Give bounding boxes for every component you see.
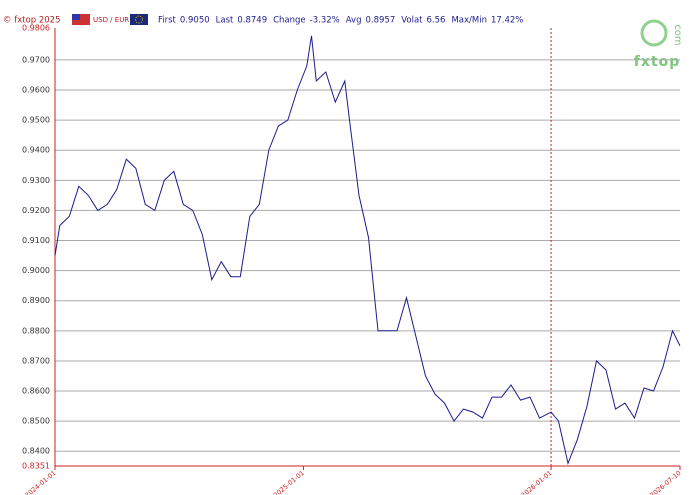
x-tick-label: 2026-07-10 (648, 469, 682, 495)
stat-value: 0.8749 (237, 16, 267, 26)
flag-us (72, 14, 90, 25)
y-tick-label: 0.9000 (22, 266, 50, 275)
stat-label: Volat (401, 16, 423, 26)
stat-value: 6.56 (427, 16, 446, 26)
y-tick-label: 0.9700 (22, 55, 50, 64)
y-tick-label: 0.8600 (22, 387, 50, 396)
stat-label: Last (216, 16, 234, 26)
stats: First 0.9050 Last 0.8749 Change -3.32% Avg 0.89… (158, 16, 523, 26)
stat-value: 0.8957 (365, 16, 395, 26)
logo-suffix: com (672, 24, 683, 45)
price-line (54, 35, 681, 465)
stat-value: -3.32% (310, 16, 340, 26)
x-tick-label: 2025-01-01 (272, 469, 306, 495)
y-tick-label: 0.9200 (22, 206, 50, 215)
copyright: © fxtop 2025 (3, 16, 61, 26)
y-tick-label: 0.8500 (22, 417, 50, 426)
flag-eu-stars (135, 15, 143, 24)
stat-label: First (158, 16, 177, 26)
y-tick-label: 0.9400 (22, 146, 50, 155)
y-tick-label: 0.9806 (22, 24, 50, 33)
x-tick-label: 2026-01-01 (520, 469, 554, 495)
stat-label: Max/Min (451, 16, 487, 26)
stat-label: Avg (346, 16, 362, 26)
currency-pair: USD / EUR (93, 16, 129, 24)
y-tick-label: 0.8800 (22, 326, 50, 335)
x-tick-label: 2024-01-01 (23, 469, 57, 495)
y-tick-label: 0.9300 (22, 176, 50, 185)
y-tick-label: 0.9600 (22, 86, 50, 95)
stat-value: 17.42% (491, 16, 523, 26)
y-tick-label: 0.8351 (22, 462, 50, 471)
logo-face (640, 19, 668, 47)
y-tick-label: 0.9500 (22, 116, 50, 125)
y-tick-label: 0.8400 (22, 447, 50, 456)
stat-label: Change (273, 16, 306, 26)
flag-us-canton (72, 14, 80, 20)
logo: com fxtop (634, 19, 683, 70)
y-tick-label: 0.8900 (22, 296, 50, 305)
y-tick-label: 0.8700 (22, 356, 50, 365)
logo-name: fxtop (634, 54, 680, 70)
flag-eu (130, 14, 148, 25)
y-tick-label: 0.9100 (22, 236, 50, 245)
stat-value: 0.9050 (180, 16, 210, 26)
